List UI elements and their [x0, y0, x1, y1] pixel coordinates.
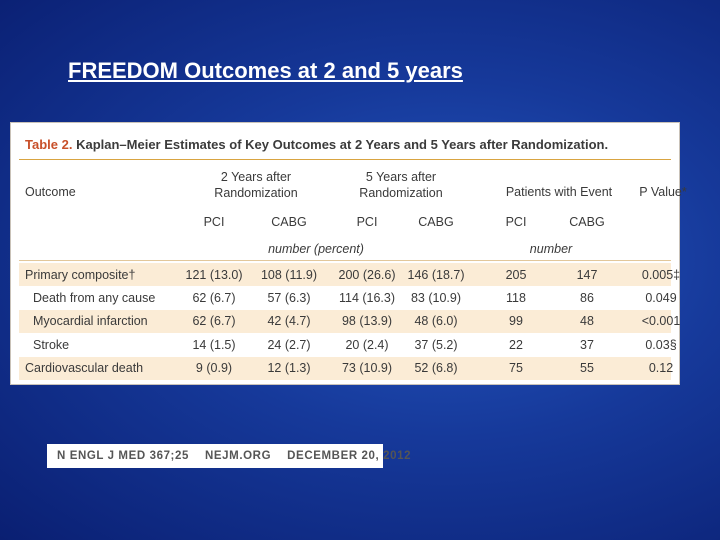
row-label: Stroke: [33, 337, 70, 352]
header-subcolumn: PCI: [505, 215, 527, 229]
row-label: Death from any cause: [33, 290, 156, 305]
row-label: Primary composite†: [25, 267, 136, 282]
cell: 42 (4.7): [267, 314, 311, 329]
row-label: Cardiovascular death: [25, 361, 144, 376]
header-rule: [19, 260, 671, 261]
header-unit: number: [529, 242, 573, 256]
header-subcolumn: PCI: [356, 215, 378, 229]
cell: 146 (18.7): [407, 267, 465, 282]
table-image: Table 2. Kaplan–Meier Estimates of Key O…: [10, 122, 687, 385]
cell: 37: [580, 337, 594, 352]
cell: 200 (26.6): [338, 267, 396, 282]
header-unit: number (percent): [268, 242, 364, 256]
row-shade: [19, 263, 671, 286]
cell: 57 (6.3): [267, 290, 311, 305]
row-shade: [19, 309, 671, 333]
header-p-value: P Value*: [639, 185, 687, 199]
citation: N ENGL J MED 367;25 NEJM.ORG DECEMBER 20, …: [47, 444, 411, 468]
cell: 0.005‡: [641, 267, 681, 282]
header-group: 2 Years after Randomization: [214, 170, 298, 200]
cell: 205: [505, 267, 527, 282]
cell: 121 (13.0): [185, 267, 243, 282]
caption-rule: [19, 159, 671, 160]
citation-part: N ENGL J MED 367;25: [57, 450, 189, 462]
cell: 83 (10.9): [410, 290, 462, 305]
cell: 114 (16.3): [338, 290, 396, 305]
cell: 24 (2.7): [267, 337, 311, 352]
cell: 147: [576, 267, 598, 282]
cell: 52 (6.8): [414, 361, 458, 376]
row-shade: [19, 356, 671, 380]
cell: 118: [506, 290, 526, 305]
table-caption: Table 2. Kaplan–Meier Estimates of Key O…: [25, 137, 608, 153]
cell: 37 (5.2): [414, 337, 458, 352]
cell: 12 (1.3): [267, 361, 311, 376]
cell: <0.001: [641, 314, 681, 329]
cell: 73 (10.9): [341, 361, 393, 376]
cell: 75: [509, 361, 523, 376]
table-label: Table 2.: [25, 137, 73, 152]
cell: 86: [580, 290, 594, 305]
header-subcolumn: CABG: [271, 215, 307, 229]
row-label: Myocardial infarction: [33, 314, 148, 329]
cell: 22: [509, 337, 523, 352]
cell: 62 (6.7): [192, 314, 236, 329]
cell: 0.12: [648, 361, 674, 376]
cell: 98 (13.9): [341, 314, 393, 329]
cell: 9 (0.9): [195, 361, 233, 376]
header-outcome: Outcome: [25, 185, 76, 199]
citation-part: DECEMBER 20, 2012: [287, 450, 412, 462]
cell: 55: [580, 361, 594, 376]
header-group: Patients with Event: [505, 185, 613, 199]
slide-title: FREEDOM Outcomes at 2 and 5 years: [68, 58, 463, 83]
header-subcolumn: CABG: [569, 215, 605, 229]
header-group: 5 Years after Randomization: [359, 170, 443, 200]
cell: 62 (6.7): [192, 290, 236, 305]
header-subcolumn: PCI: [203, 215, 225, 229]
citation-part: NEJM.ORG: [204, 450, 272, 462]
caption-text: Kaplan–Meier Estimates of Key Outcomes a…: [76, 137, 609, 152]
header-subcolumn: CABG: [418, 215, 454, 229]
cell: 0.049: [645, 290, 677, 305]
cell: 99: [509, 314, 523, 329]
cell: 108 (11.9): [260, 267, 318, 282]
cell: 48: [580, 314, 594, 329]
cell: 20 (2.4): [345, 337, 389, 352]
cell: 14 (1.5): [192, 337, 236, 352]
cell: 0.03§: [645, 337, 677, 352]
cell: 48 (6.0): [414, 314, 458, 329]
